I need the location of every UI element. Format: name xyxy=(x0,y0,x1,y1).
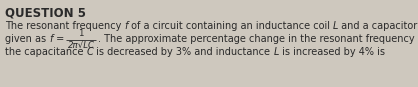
Text: given as: given as xyxy=(5,34,49,44)
Text: The resonant frequency: The resonant frequency xyxy=(5,21,125,31)
Text: C: C xyxy=(87,47,93,57)
Text: is decreased by 3% and inductance: is decreased by 3% and inductance xyxy=(93,47,273,57)
Text: L: L xyxy=(273,47,279,57)
Text: . The approximate percentage change in the resonant frequency: . The approximate percentage change in t… xyxy=(98,34,418,44)
Text: is increased by 4% is: is increased by 4% is xyxy=(279,47,385,57)
Text: and a capacitor: and a capacitor xyxy=(339,21,418,31)
Text: the capacitance: the capacitance xyxy=(5,47,87,57)
Text: 1: 1 xyxy=(78,29,84,39)
Text: 2π√LC: 2π√LC xyxy=(67,41,94,50)
Text: of a circuit containing an inductance coil: of a circuit containing an inductance co… xyxy=(128,21,333,31)
Text: f: f xyxy=(49,34,53,44)
Text: L: L xyxy=(333,21,339,31)
Text: =: = xyxy=(53,34,67,44)
Text: QUESTION 5: QUESTION 5 xyxy=(5,6,86,19)
Text: f: f xyxy=(125,21,128,31)
